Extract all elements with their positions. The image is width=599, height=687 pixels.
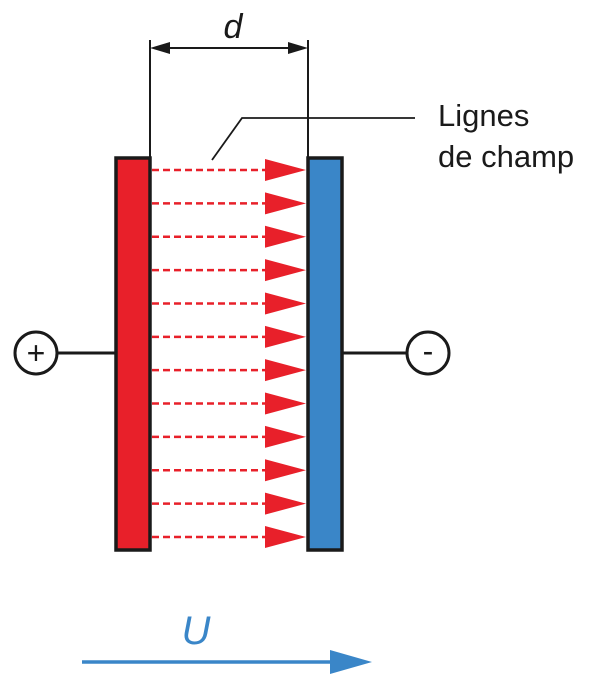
field-lines-label-line1: Lignes	[438, 98, 529, 133]
field-line-arrowhead	[265, 425, 306, 448]
voltage-arrow-head	[330, 650, 372, 674]
field-line-arrowhead	[265, 159, 306, 181]
field-line-arrowhead	[265, 225, 306, 248]
field-line-arrowhead	[265, 292, 306, 315]
field-line-arrowhead	[265, 526, 306, 548]
field-lines-leader	[211, 117, 415, 161]
field-line-arrowhead	[265, 492, 306, 515]
positive-terminal-circle	[13, 330, 59, 376]
negative-plate	[306, 156, 344, 552]
positive-terminal-sign: +	[27, 335, 46, 371]
dimension-arrow-right	[288, 42, 308, 54]
voltage-label: U	[182, 609, 212, 653]
field-line-arrowhead	[265, 459, 306, 482]
field-line-arrowhead	[265, 359, 306, 382]
field-lines	[152, 159, 306, 548]
negative-terminal-sign: -	[423, 333, 434, 369]
positive-terminal: +	[13, 330, 59, 376]
distance-label: d	[224, 8, 244, 46]
field-line-arrowhead	[265, 259, 306, 282]
dimension-arrow-left	[150, 42, 170, 54]
field-line-arrowhead	[265, 325, 306, 348]
distance-dimension	[149, 40, 309, 158]
field-line-arrowhead	[265, 192, 306, 215]
field-lines-label-line2: de champ	[438, 139, 574, 174]
field-line-arrowhead	[265, 392, 306, 415]
negative-terminal-circle	[405, 330, 451, 376]
positive-plate	[114, 156, 152, 552]
negative-terminal: -	[405, 330, 451, 376]
